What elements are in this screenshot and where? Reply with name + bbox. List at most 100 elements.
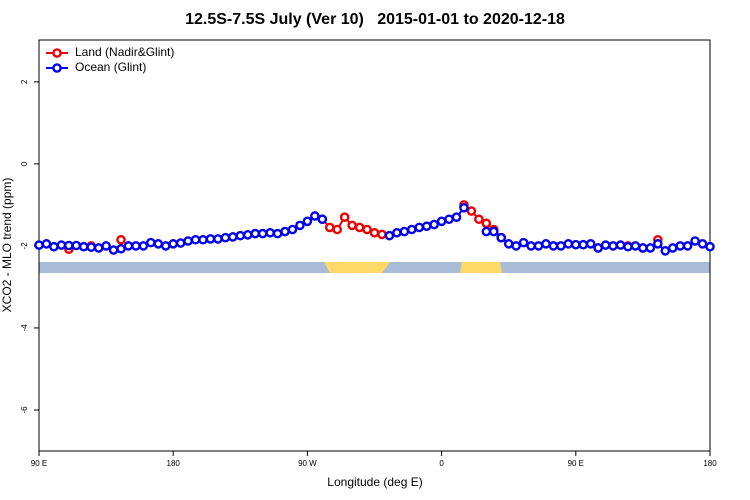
data-point [481, 218, 492, 229]
data-point [131, 241, 141, 251]
x-tick-label: 0 [439, 459, 444, 468]
data-point [101, 241, 111, 251]
data-point [339, 212, 350, 222]
x-tick-label: 90 E [568, 459, 584, 468]
data-point [503, 239, 514, 249]
data-point [645, 243, 656, 253]
data-point [384, 230, 395, 241]
data-point [257, 228, 268, 239]
data-point [183, 236, 193, 246]
data-point [593, 243, 603, 253]
data-point [235, 230, 246, 241]
data-point [608, 241, 618, 251]
data-point [697, 239, 708, 249]
data-point [146, 237, 156, 248]
legend-marker [52, 48, 62, 58]
data-point [332, 224, 343, 235]
data-point [638, 243, 648, 253]
data-point [585, 239, 596, 249]
data-point [459, 202, 469, 213]
land-mask [39, 262, 710, 273]
data-point [362, 224, 372, 235]
data-point [317, 214, 328, 225]
data-point [675, 241, 685, 251]
data-point [474, 214, 484, 225]
data-point [682, 241, 693, 251]
data-point [571, 239, 581, 250]
data-point [653, 239, 663, 249]
data-point [548, 241, 559, 251]
data-point [518, 237, 529, 248]
data-point [287, 224, 298, 235]
y-axis-label: XCO2 - MLO trend (ppm) [0, 178, 14, 313]
data-point [168, 239, 178, 249]
y-tick-label: -2 [20, 242, 29, 250]
data-point [265, 227, 275, 238]
data-point [541, 239, 551, 249]
data-point [578, 239, 589, 250]
data-point [667, 243, 678, 253]
data-point [324, 222, 335, 233]
data-point [705, 241, 715, 252]
data-point [272, 228, 283, 239]
data-point [660, 246, 671, 256]
legend-marker [52, 63, 62, 73]
data-point [34, 240, 44, 250]
data-point [153, 239, 164, 249]
data-point [488, 226, 499, 237]
data-point [49, 241, 59, 252]
data-point [64, 240, 74, 251]
data-point [108, 245, 119, 255]
data-point [190, 234, 201, 245]
data-point [414, 222, 425, 233]
data-point [533, 241, 544, 251]
data-point [600, 240, 611, 250]
data-point [86, 242, 96, 252]
data-point [436, 216, 447, 227]
y-tick-label: -6 [20, 406, 29, 414]
data-point [392, 227, 402, 238]
data-point [93, 243, 104, 253]
data-point [123, 241, 134, 251]
y-tick-label: 0 [20, 161, 29, 166]
data-point [213, 234, 223, 244]
data-point [116, 243, 126, 254]
data-point [690, 236, 700, 246]
chart-title: 12.5S-7.5S July (Ver 10) 2015-01-01 to 2… [185, 11, 565, 28]
data-point [310, 211, 320, 221]
x-tick-label: 90 W [298, 459, 317, 468]
data-point [563, 239, 574, 249]
data-point [630, 241, 641, 251]
data-point [444, 214, 454, 225]
data-point [615, 240, 626, 250]
data-point [41, 239, 52, 249]
data-point [280, 226, 290, 237]
x-axis-label: Longitude (deg E) [327, 475, 422, 489]
data-point [295, 220, 305, 231]
data-point [220, 232, 231, 243]
data-point [369, 227, 380, 238]
data-point [228, 232, 238, 242]
data-point [406, 224, 417, 235]
data-point [71, 240, 82, 251]
data-point [399, 226, 410, 237]
data-point [160, 241, 171, 251]
x-tick-label: 180 [167, 459, 181, 468]
data-point [481, 226, 492, 237]
land-strip [324, 262, 390, 273]
y-tick-label: 2 [20, 79, 29, 84]
data-point [205, 234, 216, 244]
data-point [198, 234, 208, 245]
data-point [429, 219, 439, 230]
data-point [138, 241, 149, 251]
data-point [421, 221, 432, 232]
data-point [347, 220, 357, 231]
data-point [250, 228, 261, 239]
data-point [526, 241, 536, 251]
data-point [496, 232, 507, 243]
data-point [354, 222, 365, 233]
data-point [242, 230, 253, 240]
data-point [511, 241, 521, 251]
